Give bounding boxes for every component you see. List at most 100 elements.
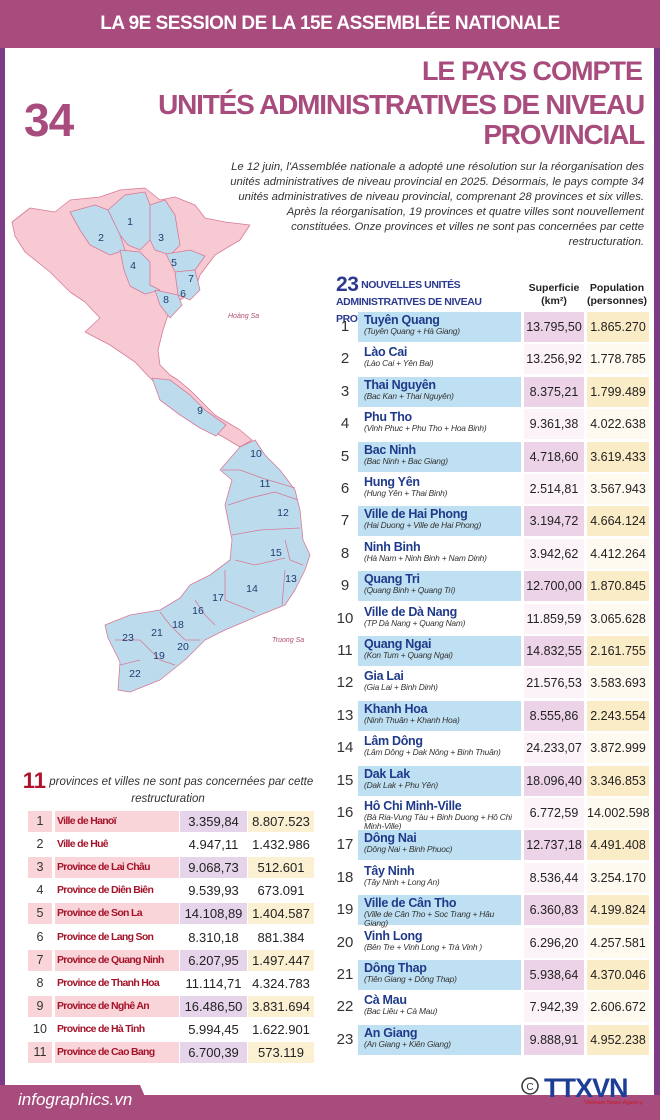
unit-name-cell: Gia Lai (Gia Lai + Binh Dinh): [358, 668, 521, 698]
vietnam-map: 1 2 3 4 5 6 7 8 9 10 11 12 13 14 15 16 1…: [11, 187, 311, 693]
area-value: 4.718,60: [524, 441, 584, 472]
population-value: 4.370.046: [587, 960, 649, 990]
population-value: 573.119: [248, 1042, 314, 1063]
row-number: 3: [28, 857, 52, 879]
population-value: 8.807.523: [248, 811, 314, 832]
area-value: 3.942,62: [524, 538, 584, 569]
unit-name-cell: Vinh Long (Bên Tre + Vinh Long + Trà Vinh…: [358, 928, 521, 958]
new-unit-row: 2 Lào Cai (Lào Cai + Yên Bai) 13.256,92 1…: [333, 344, 649, 375]
unit-name: Ville de Huê: [57, 838, 109, 851]
merged-from: (Tây Ninh + Long An): [364, 876, 440, 887]
population-value: 512.601: [248, 857, 314, 879]
merged-from: (Ville de Cân Tho + Soc Trang + Hâu Gian…: [364, 909, 495, 929]
area-value: 14.108,89: [180, 903, 247, 925]
merged-from: (Kon Tum + Quang Ngai): [364, 650, 453, 660]
unit-name-cell: Quang Ngai (Kon Tum + Quang Ngai): [358, 636, 521, 666]
svg-text:C: C: [526, 1082, 533, 1093]
unit-name: Thai Nguyên: [364, 377, 436, 392]
population-value: 4.022.638: [587, 409, 649, 440]
svg-text:TTXVN: TTXVN: [544, 1073, 628, 1103]
unit-name-cell: Thai Nguyên (Bac Kan + Thai Nguyên): [358, 376, 521, 407]
map-region-3: [149, 199, 181, 256]
row-number: 18: [336, 868, 354, 886]
unit-name: Gia Lai: [364, 669, 404, 684]
row-number: 9: [28, 995, 52, 1017]
population-value: 3.831.694: [248, 995, 314, 1017]
row-number: 19: [336, 901, 354, 919]
population-value: 3.065.628: [587, 603, 649, 634]
new-unit-row: 7 Ville de Hai Phong (Hai Duong + Ville d…: [333, 506, 649, 537]
row-number: 4: [340, 415, 350, 433]
new-unit-row: 15 Dak Lak (Dak Lak + Phu Yên) 18.096,40 …: [333, 765, 649, 796]
population-value: 1.497.447: [248, 949, 314, 971]
unchanged-unit-row: 5 Province de Son La 14.108,89 1.404.587: [28, 903, 314, 925]
unit-name: Province de Lai Châu: [55, 857, 179, 879]
population-value: 4.491.408: [587, 830, 649, 861]
area-value: 12.700,00: [524, 571, 584, 602]
population-value: 2.606.672: [587, 992, 649, 1023]
new-unit-row: 21 Dông Thap (Tiên Giang + Dông Thap) 5.9…: [333, 960, 649, 990]
area-value: 2.514,81: [524, 474, 584, 504]
row-number: 16: [336, 804, 354, 821]
area-value: 6.360,83: [524, 895, 584, 926]
row-number: 3: [340, 382, 350, 400]
row-number: 2: [340, 350, 350, 368]
new-unit-row: 12 Gia Lai (Gia Lai + Binh Dinh) 21.576,5…: [333, 668, 649, 699]
map-label-18: 18: [172, 619, 184, 631]
new-unit-row: 23 An Giang (An Giang + Kiên Giang) 9.888…: [333, 1024, 649, 1055]
area-value: 11.114,71: [185, 975, 242, 991]
unchanged-heading: 11 provinces et villes ne sont pas conce…: [18, 770, 318, 808]
unit-name-cell: Ville de Dà Nang (TP Dà Nang + Quang Nam): [358, 604, 521, 634]
area-value: 8.536,44: [524, 862, 584, 893]
unchanged-unit-row: 8 Province de Thanh Hoa 11.114,71 4.324.…: [28, 973, 310, 994]
area-value: 3.359,84: [180, 811, 247, 832]
population-value: 881.384: [257, 929, 305, 945]
area-value: 16.486,50: [180, 995, 247, 1017]
area-value: 13.795,50: [524, 312, 584, 342]
map-label-23: 23: [122, 632, 134, 644]
left-border: [0, 0, 5, 1120]
new-units-count: 23: [336, 273, 359, 296]
area-value: 8.555,86: [524, 700, 584, 731]
col-header-population: Population (personnes): [586, 282, 648, 307]
unit-name-cell: Tuyên Quang (Tuyên Quang + Hà Giang): [358, 312, 521, 342]
unit-name: Province de Thanh Hoa: [57, 976, 160, 989]
unchanged-unit-row: 3 Province de Lai Châu 9.068,73 512.601: [28, 857, 314, 879]
area-value: 6.207,95: [180, 949, 247, 971]
map-label-15: 15: [270, 547, 282, 559]
new-unit-row: 18 Tây Ninh (Tây Ninh + Long An) 8.536,44…: [333, 862, 649, 893]
unit-name: Province de Son La: [55, 903, 179, 925]
merged-from: (Hà Nam + Ninh Binh + Nam Dinh): [364, 552, 487, 563]
unit-name: Ville de Cân Tho: [364, 896, 457, 911]
map-label-8: 8: [163, 294, 169, 306]
population-value: 1.432.986: [252, 837, 310, 853]
population-value: 4.412.264: [587, 538, 649, 569]
population-value: 3.872.999: [587, 733, 649, 764]
new-unit-row: 13 Khanh Hoa (Ninh Thuân + Khanh Hoa) 8.5…: [333, 700, 649, 731]
merged-from: (Hung Yên + Thai Binh): [364, 488, 448, 498]
unchanged-unit-row: 4 Province de Diên Biên 9.539,93 673.091: [28, 880, 305, 901]
merged-from: (Quang Binh + Quang Tri): [364, 585, 456, 596]
hoang-sa-label: Hoàng Sa: [228, 313, 259, 320]
unit-name: Lâm Dông: [364, 734, 423, 749]
footer-tab: [0, 1085, 155, 1120]
population-value: 3.254.170: [587, 862, 649, 893]
row-number: 11: [28, 1042, 52, 1063]
merged-from: (Ninh Thuân + Khanh Hoa): [364, 714, 460, 725]
map-label-11: 11: [260, 478, 271, 490]
merged-from: (An Giang + Kiên Giang): [364, 1038, 451, 1049]
new-unit-row: 5 Bac Ninh (Bac Ninh + Bac Giang) 4.718,6…: [333, 441, 649, 472]
right-border: [654, 0, 660, 1120]
unit-name: Tuyên Quang: [364, 313, 440, 327]
population-value: 1.404.587: [248, 903, 314, 925]
row-number: 2: [36, 837, 44, 852]
unit-name: Dông Thap: [364, 961, 427, 975]
population-value: 3.619.433: [587, 441, 649, 472]
map-label-10: 10: [250, 448, 262, 460]
title-count: 34: [24, 94, 74, 146]
map-label-16: 16: [192, 605, 204, 617]
unchanged-unit-row: 11 Province de Cao Bang 6.700,39 573.119: [28, 1042, 314, 1063]
unit-name-cell: Hô Chi Minh-Ville (Bà Ria-Vung Tàu + Binh…: [358, 798, 521, 831]
unit-name: Province de Hà Tinh: [57, 1022, 145, 1035]
map-region-5: [165, 249, 206, 273]
